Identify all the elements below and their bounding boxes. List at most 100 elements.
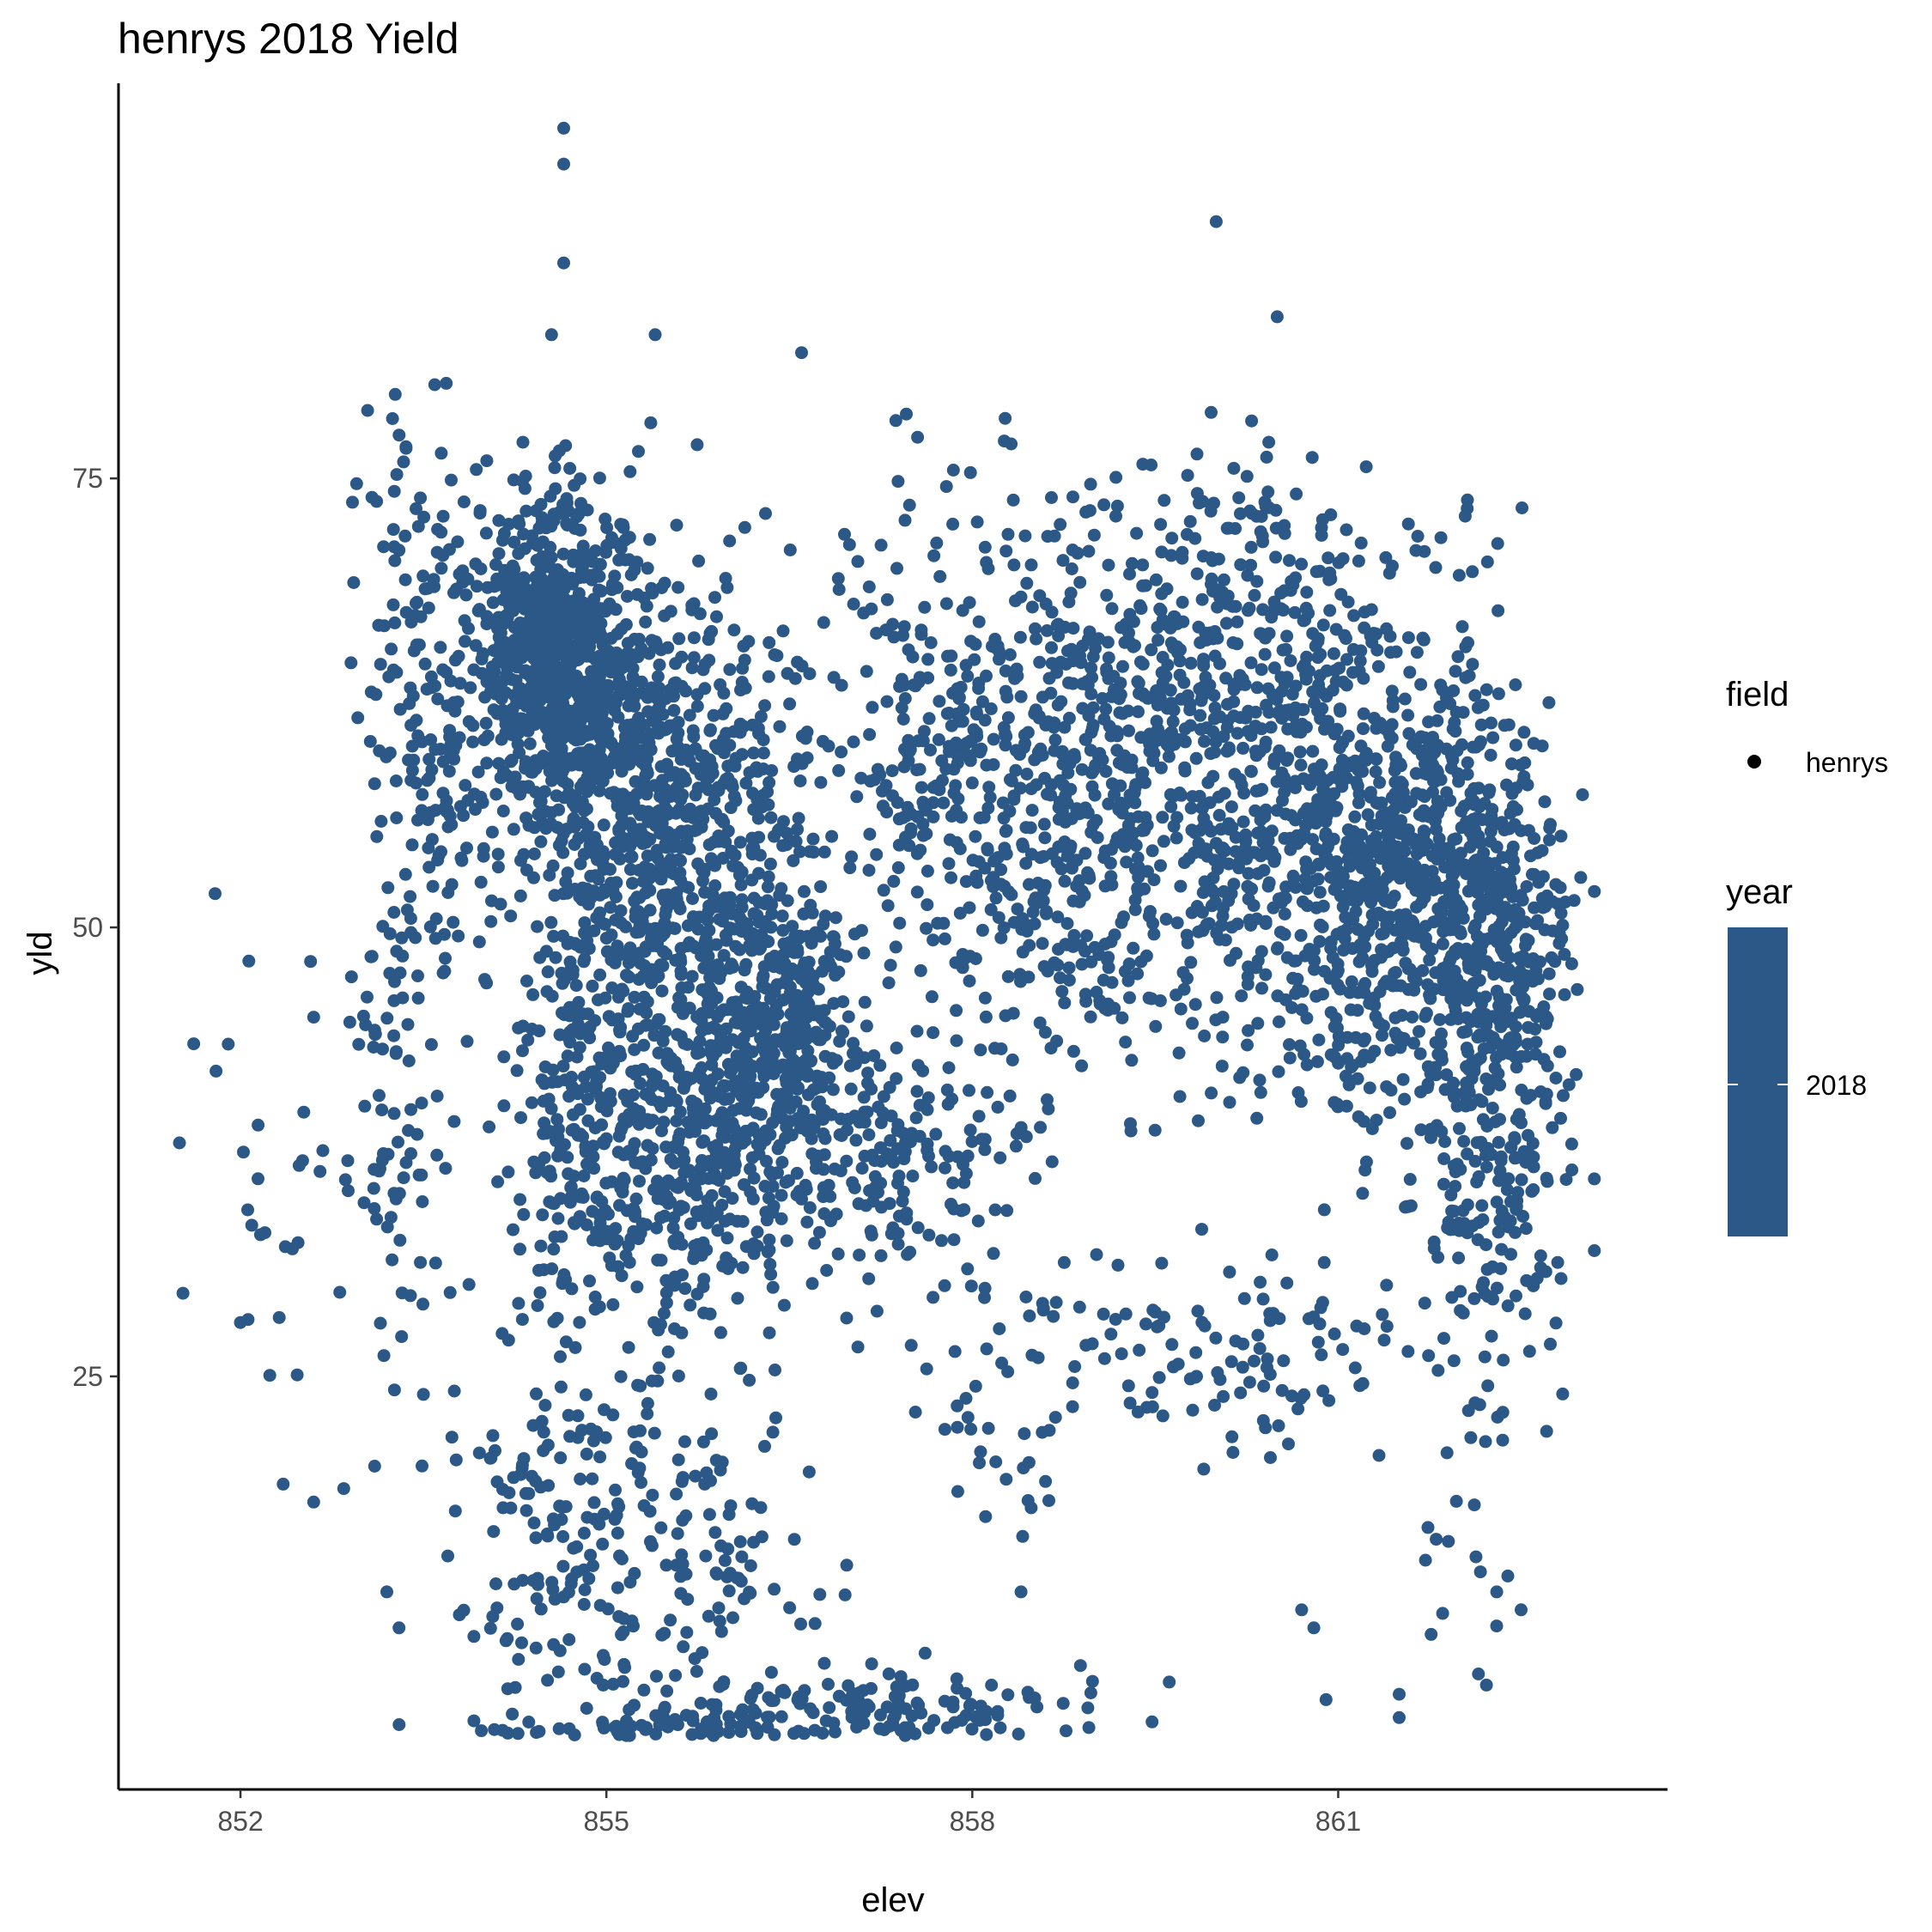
data-point bbox=[961, 1262, 975, 1276]
data-point bbox=[620, 1204, 634, 1218]
data-point bbox=[896, 713, 910, 726]
data-point bbox=[518, 482, 532, 495]
data-point bbox=[586, 844, 599, 858]
data-point bbox=[1230, 637, 1244, 651]
data-point bbox=[1222, 741, 1236, 755]
data-point bbox=[667, 1211, 681, 1224]
data-point bbox=[1227, 709, 1241, 723]
data-point bbox=[761, 880, 775, 894]
data-point bbox=[585, 650, 598, 664]
data-point bbox=[681, 919, 695, 933]
data-point bbox=[1469, 877, 1483, 890]
data-point bbox=[677, 770, 691, 784]
data-point bbox=[1139, 579, 1152, 592]
data-point bbox=[817, 917, 830, 931]
data-point bbox=[850, 790, 864, 804]
data-point bbox=[547, 929, 561, 943]
data-point bbox=[1087, 528, 1101, 542]
data-point bbox=[510, 696, 524, 709]
data-point bbox=[657, 945, 670, 958]
data-point bbox=[666, 840, 680, 854]
data-point bbox=[981, 801, 995, 815]
data-point bbox=[1190, 900, 1204, 913]
data-point bbox=[629, 905, 642, 918]
data-point bbox=[750, 1239, 764, 1253]
data-point bbox=[1190, 567, 1204, 580]
data-point bbox=[1526, 867, 1539, 881]
data-point bbox=[548, 461, 562, 475]
data-point bbox=[696, 1135, 709, 1149]
data-point bbox=[1198, 1030, 1212, 1042]
data-point bbox=[1352, 554, 1365, 568]
data-point bbox=[574, 617, 588, 630]
data-point bbox=[1084, 955, 1098, 969]
data-point bbox=[799, 976, 812, 990]
data-point bbox=[910, 1024, 924, 1038]
data-point bbox=[543, 868, 556, 882]
data-point bbox=[1084, 744, 1097, 757]
data-point bbox=[900, 1212, 914, 1226]
data-point bbox=[1083, 504, 1097, 518]
data-point bbox=[863, 727, 877, 741]
data-point bbox=[914, 781, 928, 794]
data-point bbox=[717, 732, 730, 746]
data-point bbox=[925, 1160, 939, 1174]
data-point bbox=[512, 1297, 526, 1310]
data-point bbox=[791, 942, 805, 956]
data-point bbox=[1403, 665, 1417, 679]
data-point bbox=[890, 1072, 903, 1085]
data-point bbox=[1205, 551, 1218, 564]
data-point bbox=[1469, 740, 1483, 754]
data-point bbox=[1389, 966, 1402, 979]
data-point bbox=[1461, 501, 1474, 515]
data-point bbox=[1543, 833, 1556, 847]
data-point bbox=[733, 835, 747, 849]
data-point bbox=[1467, 781, 1481, 795]
data-point bbox=[537, 1094, 550, 1108]
data-point bbox=[726, 960, 739, 974]
data-point bbox=[521, 1033, 535, 1047]
data-point bbox=[1157, 835, 1170, 848]
data-point bbox=[683, 754, 696, 768]
data-point bbox=[618, 730, 632, 744]
data-point bbox=[594, 1100, 608, 1114]
data-point bbox=[969, 829, 982, 843]
data-point bbox=[1236, 1066, 1250, 1079]
data-point bbox=[1186, 790, 1200, 804]
data-point bbox=[758, 897, 772, 911]
data-point bbox=[509, 674, 523, 688]
data-point bbox=[584, 568, 598, 582]
data-point bbox=[1425, 750, 1438, 764]
data-point bbox=[623, 851, 637, 864]
data-point bbox=[857, 946, 871, 960]
data-point bbox=[1255, 825, 1268, 838]
data-point bbox=[762, 670, 775, 683]
data-point bbox=[807, 1121, 821, 1135]
data-point bbox=[1205, 405, 1218, 419]
data-point bbox=[1351, 1072, 1364, 1085]
data-point bbox=[635, 805, 648, 817]
data-point bbox=[983, 791, 997, 805]
data-point bbox=[666, 719, 680, 732]
data-point bbox=[862, 1272, 876, 1285]
data-point bbox=[750, 1225, 764, 1239]
data-point bbox=[756, 1065, 770, 1078]
data-point bbox=[1389, 645, 1403, 659]
data-point bbox=[1066, 1044, 1080, 1058]
data-point bbox=[1250, 1111, 1264, 1125]
data-point bbox=[1338, 894, 1352, 908]
data-point bbox=[1283, 1051, 1297, 1065]
data-point bbox=[720, 773, 733, 787]
data-point bbox=[697, 1306, 711, 1320]
data-point bbox=[847, 598, 860, 611]
data-point bbox=[526, 1023, 538, 1036]
data-point bbox=[744, 1162, 757, 1176]
data-point bbox=[1081, 866, 1095, 879]
data-point bbox=[592, 784, 606, 798]
data-point bbox=[705, 624, 719, 638]
data-point bbox=[961, 670, 975, 683]
data-point bbox=[1170, 831, 1183, 845]
data-point bbox=[548, 1230, 562, 1243]
data-point bbox=[1102, 558, 1115, 572]
data-point bbox=[918, 600, 932, 614]
